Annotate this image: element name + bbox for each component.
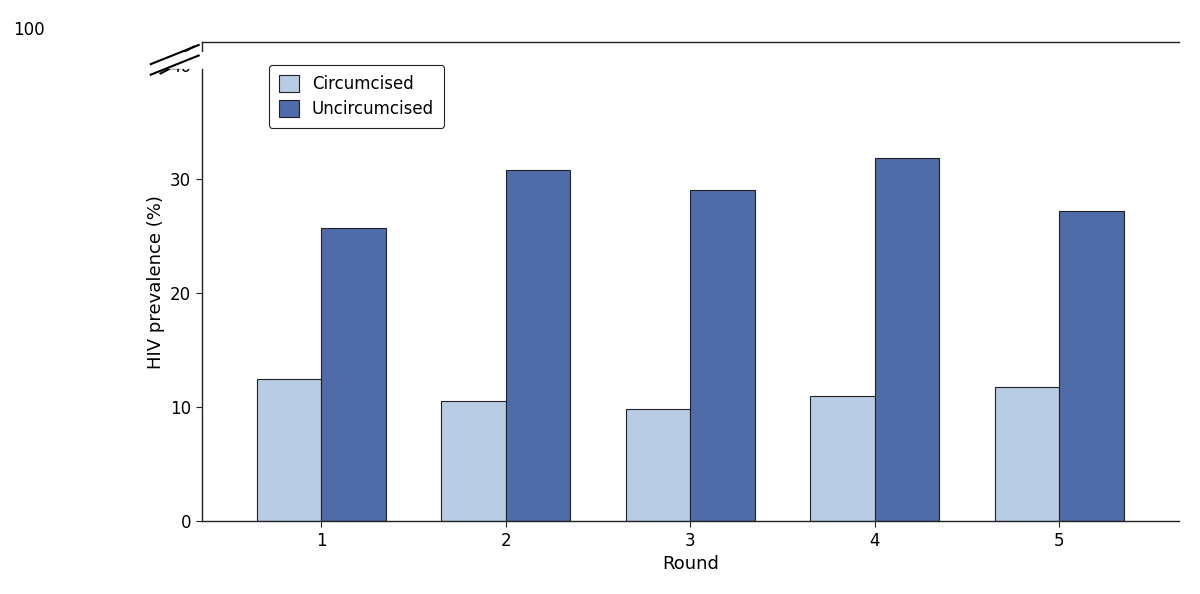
Bar <box>995 387 1060 521</box>
Bar <box>506 170 570 521</box>
Bar <box>1060 211 1124 521</box>
Bar <box>690 191 755 521</box>
Y-axis label: HIV prevalence (%): HIV prevalence (%) <box>146 195 164 369</box>
Bar <box>442 402 506 521</box>
Bar <box>257 378 322 521</box>
Bar <box>875 159 940 521</box>
Bar <box>322 228 386 521</box>
Text: 100: 100 <box>13 21 44 39</box>
Bar <box>810 396 875 521</box>
X-axis label: Round: Round <box>662 555 719 573</box>
Legend: Circumcised, Uncircumcised: Circumcised, Uncircumcised <box>269 65 444 128</box>
Bar <box>626 409 690 521</box>
